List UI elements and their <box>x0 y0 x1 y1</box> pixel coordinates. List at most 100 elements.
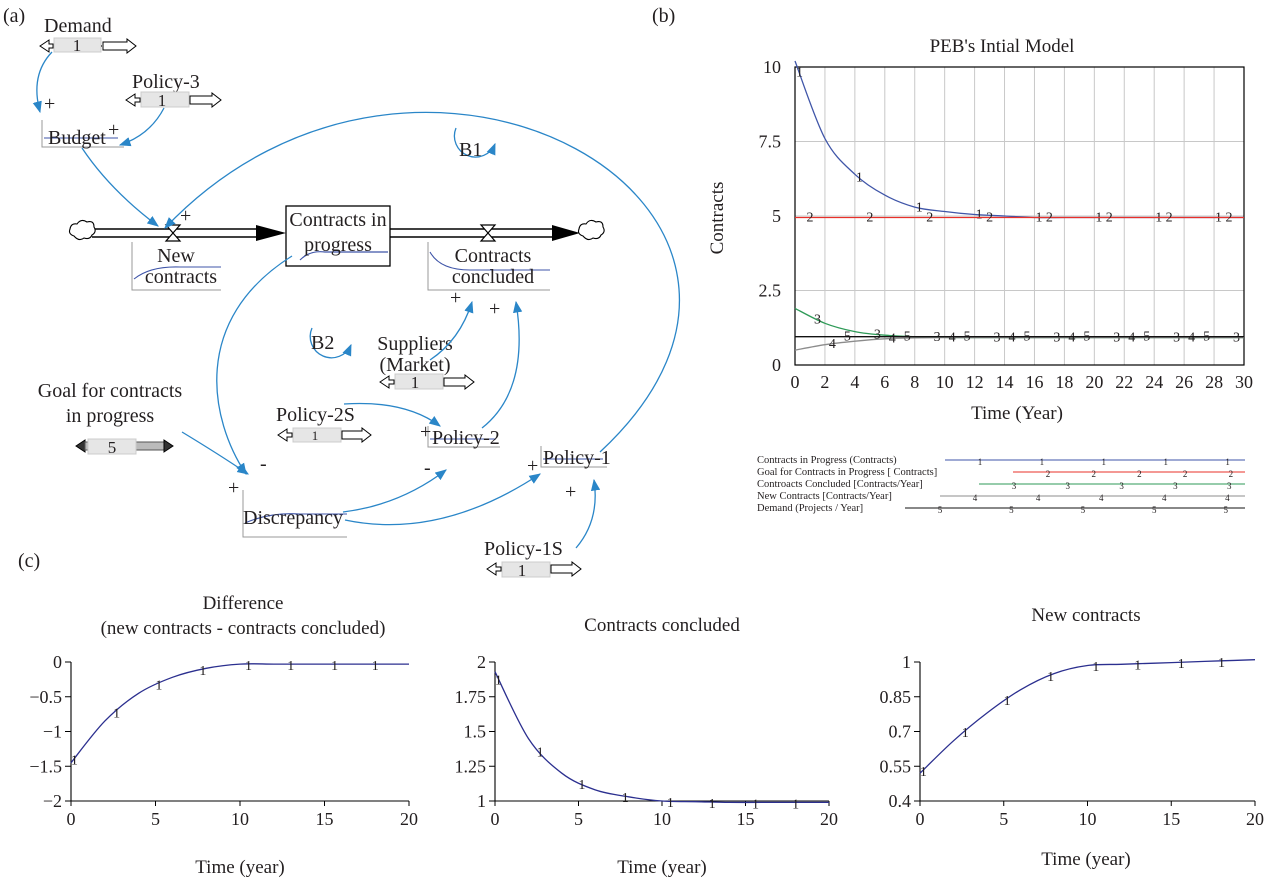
new-contracts-valve-icon <box>164 224 182 242</box>
chart-b-xtick: 28 <box>1205 372 1223 392</box>
chart-c2-title: Contracts concluded <box>584 615 740 636</box>
chart-c2-series-marker: 1 <box>752 797 759 812</box>
chart-b-series-marker: 2 <box>986 210 993 225</box>
chart-c3-xtick: 20 <box>1246 809 1264 829</box>
policy-2-label: Policy-2 <box>432 427 500 449</box>
chart-c3-xtick: 0 <box>916 809 925 829</box>
sign-plus-newcontracts: + <box>180 205 191 227</box>
chart-b-series-marker: 2 <box>1106 210 1113 225</box>
link-policy1-newcontracts <box>164 111 680 453</box>
suppliers-value-box <box>394 373 444 390</box>
chart-b-series: 111 1 1 1 1 12 2 2 2 2 2 2 233 3 3 3 3 3 34 4 4 4 4 4 45 5 5 5 5 5 5 <box>794 60 1244 352</box>
sign-minus-discrepancy: - <box>260 453 267 475</box>
chart-b-legend-marker: 2 <box>1046 469 1051 479</box>
discrepancy-trace <box>244 513 347 524</box>
stock-graph-trace <box>299 251 388 261</box>
chart-b-xtick: 0 <box>791 372 800 392</box>
chart-b-xtick: 10 <box>936 372 954 392</box>
chart-b-title: PEB's Intial Model <box>930 36 1075 57</box>
chart-c1-ytick: −1 <box>43 722 62 742</box>
chart-c2-ytick: 2 <box>477 652 486 672</box>
sign-plus-budget-policy3: + <box>108 119 119 141</box>
source-cloud-icon <box>68 219 96 241</box>
chart-c1-series-marker: 1 <box>372 659 379 674</box>
chart-b-series-marker: 4 <box>1188 331 1195 346</box>
goal-label-line2: in progress <box>66 405 155 427</box>
chart-b-xtick: 14 <box>996 372 1014 392</box>
suppliers-label-line1: Suppliers <box>377 333 453 355</box>
chart-b-series-marker: 5 <box>844 330 851 345</box>
chart-c3-series-marker: 1 <box>920 765 927 780</box>
loop-b1-label: B1 <box>459 139 482 161</box>
policy-1s-slider[interactable]: Policy-1S 1 <box>484 538 582 580</box>
chart-b-series-marker: 2 <box>1166 210 1173 225</box>
chart-b-series-marker: 2 <box>1226 210 1233 225</box>
chart-c1-series-marker: 1 <box>199 664 206 679</box>
demand-label: Demand <box>44 15 112 37</box>
policy-2s-slider[interactable]: Policy-2S 1 <box>276 404 372 444</box>
chart-b-series-marker: 4 <box>1009 331 1016 346</box>
chart-b-legend-marker: 5 <box>938 505 943 515</box>
chart-c3-plot: 1 0.85 0.7 0.55 0.40 5 10 15 20 1 1 1 1 1 1 1 1 <box>880 652 1265 829</box>
chart-c2-xtick: 10 <box>653 809 671 829</box>
chart-c1-series-marker: 1 <box>155 679 162 694</box>
policy-3-value: 1 <box>158 91 167 110</box>
sign-plus-policy1s: + <box>565 481 576 503</box>
chart-c3-series-marker: 1 <box>1178 657 1185 672</box>
chart-b-frame <box>794 66 1245 366</box>
chart-b-xtick: 2 <box>820 372 829 392</box>
chart-b-legend-marker: 2 <box>1091 469 1096 479</box>
chart-c2-xtick: 20 <box>820 809 838 829</box>
demand-value-box <box>53 37 102 53</box>
chart-c3-ytick: 0.85 <box>880 687 912 707</box>
policy-3-label: Policy-3 <box>132 71 200 93</box>
chart-c1-xtick: 20 <box>400 809 418 829</box>
chart-c1-xtick: 10 <box>231 809 249 829</box>
demand-value: 1 <box>73 36 82 55</box>
chart-c2-ytick: 1 <box>477 791 486 811</box>
stock-flow-diagram: Contracts in progress New contracts Cont… <box>32 15 680 580</box>
flow-arrowhead-into-stock <box>256 225 286 241</box>
chart-b-legend-label: Demand (Projects / Year] <box>757 503 863 514</box>
contracts-in-progress-stock <box>285 205 391 267</box>
chart-c2: Contracts concluded Time (year) 1 1.25 1.5… <box>455 615 839 878</box>
budget-label: Budget <box>48 127 106 149</box>
chart-c2-ytick: 1.5 <box>464 722 487 742</box>
chart-c2-series-marker: 1 <box>537 746 544 761</box>
policy-3-slider[interactable]: Policy-3 1 <box>125 71 222 110</box>
chart-c2-series-marker: 1 <box>667 796 674 811</box>
suppliers-slider[interactable]: Suppliers (Market) 1 <box>377 333 475 392</box>
chart-b-ytick: 10 <box>763 57 781 77</box>
chart-b-series-marker: 4 <box>949 331 956 346</box>
policy-2s-value-box <box>292 427 342 443</box>
link-policy2-concluded <box>481 300 523 429</box>
polarity-signs: + + + + + - + + - + + <box>44 93 576 503</box>
chart-c3-xtick: 5 <box>999 809 1008 829</box>
chart-b-legend-marker: 5 <box>1081 505 1086 515</box>
policy-2s-slider-right-arrow <box>341 426 372 444</box>
sign-plus-concluded-suppliers: + <box>450 287 461 309</box>
chart-b-series-marker: 2 <box>866 210 873 225</box>
link-policy3-budget <box>118 107 165 147</box>
panel-a-label: (a) <box>3 5 25 27</box>
loop-b2-icon <box>309 327 352 359</box>
chart-b-xtick: 16 <box>1025 372 1043 392</box>
chart-c1-series-marker: 1 <box>113 706 120 721</box>
chart-c1-xlabel: Time (year) <box>195 857 285 878</box>
chart-c1-ytick: −0.5 <box>29 687 62 707</box>
chart-c2-series-marker: 1 <box>709 797 716 812</box>
demand-slider[interactable]: Demand 1 <box>39 15 137 55</box>
chart-b-legend-marker: 2 <box>1229 469 1234 479</box>
chart-c2-series-line <box>494 671 829 804</box>
goal-slider[interactable]: Goal for contracts in progress 5 <box>38 380 183 457</box>
chart-c3-ytick: 1 <box>902 652 911 672</box>
chart-b-series-marker: 5 <box>1203 330 1210 345</box>
chart-b-ytick: 2.5 <box>759 281 782 301</box>
chart-c1-ytick: −2 <box>43 791 62 811</box>
chart-c3-xtick: 10 <box>1079 809 1097 829</box>
goal-value-box <box>87 438 137 455</box>
chart-b-series-marker: 4 <box>1128 331 1135 346</box>
new-contracts-label-line1: New <box>157 245 195 267</box>
